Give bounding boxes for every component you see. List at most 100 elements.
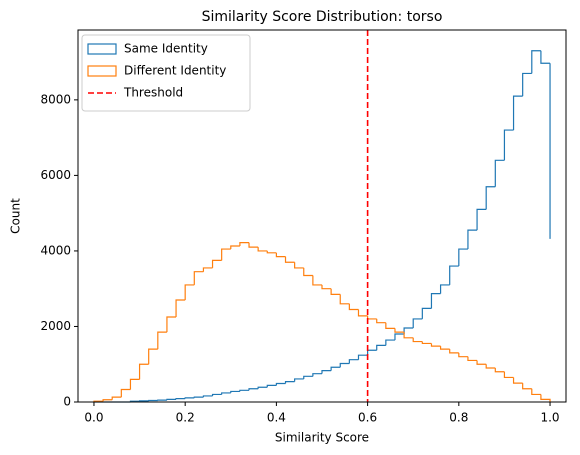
histogram-bin xyxy=(230,245,240,250)
histogram-bin xyxy=(430,343,441,347)
histogram-bin xyxy=(522,383,532,390)
histogram-bin xyxy=(294,262,304,269)
histogram-bin xyxy=(211,259,222,268)
histogram-bin xyxy=(257,247,268,252)
histogram-bin xyxy=(503,371,514,379)
histogram-bin xyxy=(275,382,286,386)
histogram-bin xyxy=(449,349,459,354)
histogram-bin xyxy=(503,129,514,161)
y-tick-label: 4000 xyxy=(40,243,71,257)
histogram-bin xyxy=(449,265,459,285)
histogram-bin xyxy=(303,375,313,379)
histogram-bin xyxy=(339,294,350,305)
histogram-bin xyxy=(367,349,377,356)
histogram-bin xyxy=(512,377,523,384)
legend-box xyxy=(81,34,251,112)
histogram-bin xyxy=(376,344,386,351)
histogram-bin xyxy=(376,318,386,324)
histogram-bin xyxy=(248,388,259,391)
histogram-bin xyxy=(512,95,523,131)
histogram-bin xyxy=(357,309,368,317)
histogram-bin xyxy=(321,370,332,374)
histogram-bin xyxy=(202,267,213,272)
histogram-bin xyxy=(385,322,395,329)
histogram-bin xyxy=(403,327,414,335)
histogram-bin xyxy=(221,392,231,395)
histogram-bin xyxy=(412,337,423,343)
histogram-bin xyxy=(522,72,532,97)
histogram-bin xyxy=(485,364,496,369)
histogram-bin xyxy=(303,267,313,277)
histogram-bin xyxy=(266,250,277,254)
histogram-bin xyxy=(458,248,468,267)
chart-title: Similarity Score Distribution: torso xyxy=(202,9,443,25)
histogram-bin xyxy=(531,50,541,74)
plot-frame xyxy=(77,29,567,403)
histogram-bin xyxy=(348,303,359,311)
histogram-bin xyxy=(129,378,140,390)
histogram-bin xyxy=(239,389,250,392)
histogram-bin xyxy=(120,388,131,398)
histogram-bin xyxy=(266,384,277,388)
histogram-bin xyxy=(193,271,204,285)
histogram-bin xyxy=(321,284,332,290)
histogram-bin xyxy=(531,388,541,396)
x-tick-label: 0.8 xyxy=(449,411,468,425)
histogram-bin xyxy=(312,275,322,286)
histogram-bin xyxy=(284,381,295,384)
histogram-bin xyxy=(275,252,286,258)
histogram-bin xyxy=(248,242,259,248)
y-tick-label: 2000 xyxy=(40,319,71,333)
histogram-bin xyxy=(166,398,177,401)
histogram-bin xyxy=(385,339,395,346)
histogram-bin xyxy=(476,360,487,365)
histogram-bin xyxy=(148,348,158,365)
histogram-bin xyxy=(202,395,213,398)
histogram-bin xyxy=(175,299,186,318)
histogram-bin xyxy=(430,293,441,309)
histogram-bin xyxy=(339,362,350,368)
y-axis-label: Count xyxy=(9,198,23,234)
histogram-bin xyxy=(458,352,468,358)
histogram-bin xyxy=(157,331,167,350)
histogram-bin xyxy=(184,397,195,399)
histogram-bin xyxy=(403,332,414,339)
histogram-bin xyxy=(166,316,177,333)
histogram-bin xyxy=(494,368,505,373)
histogram-bin xyxy=(257,386,268,389)
histogram-bin xyxy=(485,186,496,210)
x-tick-label: 1.0 xyxy=(540,411,559,425)
y-tick-label: 0 xyxy=(63,395,71,409)
histogram-bin xyxy=(211,393,222,396)
histogram-bin xyxy=(193,396,204,398)
histogram-bin xyxy=(330,366,341,371)
histogram-bin xyxy=(175,398,186,400)
x-tick-label: 0.2 xyxy=(176,411,195,425)
x-axis-label: Similarity Score xyxy=(275,431,369,445)
histogram-bin xyxy=(111,396,122,400)
legend-label: Threshold xyxy=(123,86,183,100)
histogram-bin xyxy=(476,208,487,231)
histogram-bin xyxy=(330,288,341,295)
histogram-bin xyxy=(467,229,478,250)
histogram-bin xyxy=(467,356,478,362)
x-tick-label: 0.0 xyxy=(84,411,103,425)
histogram-bin xyxy=(357,354,368,360)
legend-label: Same Identity xyxy=(124,42,208,56)
histogram-bin xyxy=(439,346,450,350)
histogram-bin xyxy=(102,399,113,402)
histogram-bin xyxy=(394,328,405,333)
histogram-bin xyxy=(312,373,322,377)
legend: Same Identity Different Identity Threshold xyxy=(81,34,251,112)
x-tick-label: 0.6 xyxy=(358,411,377,425)
legend-swatch xyxy=(87,43,117,55)
histogram-bin xyxy=(540,394,551,402)
y-tick-label: 6000 xyxy=(40,168,71,182)
histogram-bin xyxy=(348,359,359,364)
histogram-bin xyxy=(239,242,250,247)
histogram-bin xyxy=(494,159,505,187)
histogram-bin xyxy=(439,284,450,294)
y-tick-label: 8000 xyxy=(40,92,71,106)
histogram-bin xyxy=(138,363,149,380)
